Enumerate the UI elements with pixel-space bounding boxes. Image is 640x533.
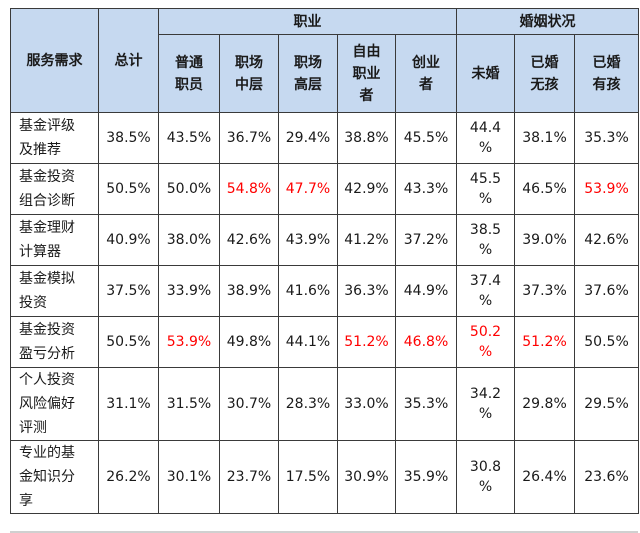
- table-cell: 38.8%: [337, 112, 396, 164]
- table-cell: 31.1%: [98, 367, 159, 441]
- table-cell: 51.2%: [514, 316, 576, 368]
- table-cell: 30.7%: [219, 367, 279, 441]
- header-occupation-1: 职场 中层: [219, 34, 279, 113]
- row-label: 基金投资 组合诊断: [10, 163, 99, 215]
- table-cell: 38.0%: [158, 214, 220, 266]
- table-cell: 43.5%: [158, 112, 220, 164]
- table-cell: 39.0%: [514, 214, 576, 266]
- table-cell: 33.9%: [158, 265, 220, 317]
- table-cell: 53.9%: [574, 163, 640, 215]
- header-occupation-3: 自由 职业 者: [337, 34, 396, 113]
- row-label: 个人投资 风险偏好 评测: [10, 367, 99, 441]
- table-cell: 50.2 %: [456, 316, 516, 368]
- row-label: 基金投资 盈亏分析: [10, 316, 99, 368]
- table-cell: 33.0%: [337, 367, 396, 441]
- table-cell: 42.6%: [574, 214, 640, 266]
- table-cell: 23.7%: [219, 440, 279, 514]
- table-row: 专业的基 金知识分 享 26.2% 30.1% 23.7% 17.5% 30.9% 35.9…: [10, 440, 640, 514]
- table-cell: 26.2%: [98, 440, 159, 514]
- table-cell: 36.3%: [337, 265, 396, 317]
- table-cell: 38.9%: [219, 265, 279, 317]
- header-service: 服务需求: [10, 8, 99, 113]
- header-marital-2: 已婚 有孩: [574, 34, 640, 113]
- table-cell: 37.3%: [514, 265, 576, 317]
- table-cell: 42.6%: [219, 214, 279, 266]
- table-cell: 43.9%: [278, 214, 338, 266]
- table-cell: 53.9%: [158, 316, 220, 368]
- row-label: 基金理财 计算器: [10, 214, 99, 266]
- table-cell: 41.6%: [278, 265, 338, 317]
- table-cell: 23.6%: [574, 440, 640, 514]
- table-cell: 44.4 %: [456, 112, 516, 164]
- table-cell: 26.4%: [514, 440, 576, 514]
- table-cell: 36.7%: [219, 112, 279, 164]
- table-cell: 54.8%: [219, 163, 279, 215]
- table-row: 个人投资 风险偏好 评测 31.1% 31.5% 30.7% 28.3% 33.0% 35.…: [10, 367, 640, 441]
- table-cell: 29.5%: [574, 367, 640, 441]
- table-cell: 38.5 %: [456, 214, 516, 266]
- table-cell: 50.0%: [158, 163, 220, 215]
- table-cell: 34.2 %: [456, 367, 516, 441]
- header-occupation-4: 创业 者: [394, 34, 458, 113]
- table-cell: 45.5%: [394, 112, 458, 164]
- table-cell: 46.5%: [514, 163, 576, 215]
- table-cell: 42.9%: [337, 163, 396, 215]
- table-cell: 40.9%: [98, 214, 159, 266]
- table-cell: 51.2%: [337, 316, 396, 368]
- table-cell: 30.1%: [158, 440, 220, 514]
- row-label: 基金评级 及推荐: [10, 112, 99, 164]
- table-cell: 50.5%: [574, 316, 640, 368]
- table-cell: 38.1%: [514, 112, 576, 164]
- table-cell: 38.5%: [98, 112, 159, 164]
- header-occupation-0: 普通 职员: [158, 34, 220, 113]
- table-cell: 17.5%: [278, 440, 338, 514]
- header-marital-1: 已婚 无孩: [514, 34, 576, 113]
- table-row: 基金模拟 投资 37.5% 33.9% 38.9% 41.6% 36.3% 44.9% 37.…: [10, 265, 640, 317]
- table-cell: 44.1%: [278, 316, 338, 368]
- table-cell: 43.3%: [394, 163, 458, 215]
- table-cell: 50.5%: [98, 316, 159, 368]
- table-cell: 37.5%: [98, 265, 159, 317]
- header-marital-0: 未婚: [456, 34, 516, 113]
- table-row: 基金理财 计算器 40.9% 38.0% 42.6% 43.9% 41.2% 37.2% 38…: [10, 214, 640, 266]
- header-occupation-group: 职业: [157, 8, 458, 35]
- table-cell: 30.8 %: [456, 440, 516, 514]
- table-row: 基金投资 组合诊断 50.5% 50.0% 54.8% 47.7% 42.9% 43.3% 4…: [10, 163, 640, 215]
- table-row: 基金评级 及推荐 38.5% 43.5% 36.7% 29.4% 38.8% 45.5% 44…: [10, 112, 640, 164]
- row-label: 专业的基 金知识分 享: [10, 440, 99, 514]
- table-cell: 44.9%: [394, 265, 458, 317]
- table-cell: 37.4 %: [456, 265, 516, 317]
- service-demand-table: 服务需求 总计 职业 婚姻状况 普通 职员 职场 中层 职场 高层 自由 职业 …: [10, 8, 640, 514]
- table-cell: 41.2%: [337, 214, 396, 266]
- table-cell: 45.5 %: [456, 163, 516, 215]
- table-cell: 46.8%: [394, 316, 458, 368]
- header-total: 总计: [98, 8, 159, 113]
- table-cell: 47.7%: [278, 163, 338, 215]
- table-cell: 35.3%: [394, 367, 458, 441]
- table-cell: 35.3%: [574, 112, 640, 164]
- table-cell: 37.2%: [394, 214, 458, 266]
- table-cell: 29.4%: [278, 112, 338, 164]
- table-cell: 29.8%: [514, 367, 576, 441]
- bottom-divider: [10, 531, 638, 533]
- header-marital-group: 婚姻状况: [456, 8, 640, 35]
- table-cell: 49.8%: [219, 316, 279, 368]
- table-cell: 31.5%: [158, 367, 220, 441]
- table-cell: 28.3%: [278, 367, 338, 441]
- table-cell: 30.9%: [337, 440, 396, 514]
- header-occupation-2: 职场 高层: [278, 34, 338, 113]
- table-row: 基金投资 盈亏分析 50.5% 53.9% 49.8% 44.1% 51.2% 46.8% 5…: [10, 316, 640, 368]
- table-cell: 35.9%: [394, 440, 458, 514]
- row-label: 基金模拟 投资: [10, 265, 99, 317]
- table-cell: 50.5%: [98, 163, 159, 215]
- table-cell: 37.6%: [574, 265, 640, 317]
